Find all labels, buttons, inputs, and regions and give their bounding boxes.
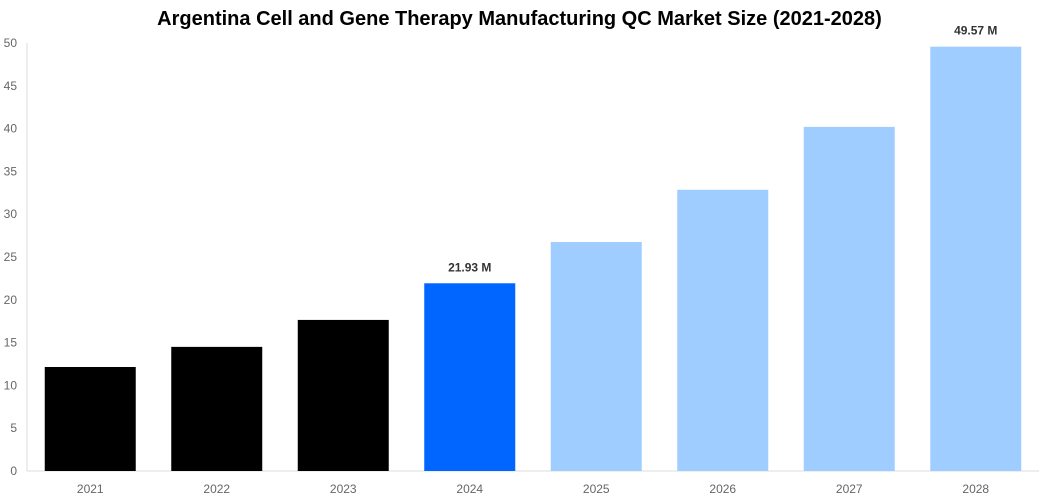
x-tick-label: 2026 — [709, 482, 736, 496]
y-tick-label: 15 — [4, 336, 18, 350]
bar-2022 — [171, 346, 263, 471]
bar-2024 — [424, 283, 516, 471]
data-label: 49.57 M — [954, 24, 997, 38]
y-tick-label: 40 — [4, 122, 18, 136]
y-tick-label: 5 — [10, 421, 17, 435]
y-tick-label: 50 — [4, 36, 18, 50]
y-tick-label: 45 — [4, 79, 18, 93]
bar-2021 — [44, 366, 136, 471]
x-tick-label: 2028 — [962, 482, 989, 496]
x-tick-label: 2027 — [836, 482, 863, 496]
chart-title: Argentina Cell and Gene Therapy Manufact… — [157, 8, 882, 30]
x-tick-label: 2021 — [77, 482, 104, 496]
x-tick-label: 2024 — [456, 482, 483, 496]
y-tick-label: 0 — [10, 464, 17, 478]
data-label: 21.93 M — [448, 260, 491, 274]
y-tick-label: 30 — [4, 207, 18, 221]
y-tick-label: 20 — [4, 293, 18, 307]
y-tick-label: 25 — [4, 250, 18, 264]
bar-2028 — [930, 46, 1022, 472]
bar-2025 — [550, 242, 642, 471]
bar-2027 — [803, 126, 895, 471]
x-tick-label: 2025 — [583, 482, 610, 496]
x-tick-label: 2022 — [203, 482, 230, 496]
y-tick-label: 10 — [4, 378, 18, 392]
bar-2023 — [297, 319, 389, 471]
y-tick-label: 35 — [4, 164, 18, 178]
bar-2026 — [677, 189, 769, 471]
x-tick-label: 2023 — [330, 482, 357, 496]
